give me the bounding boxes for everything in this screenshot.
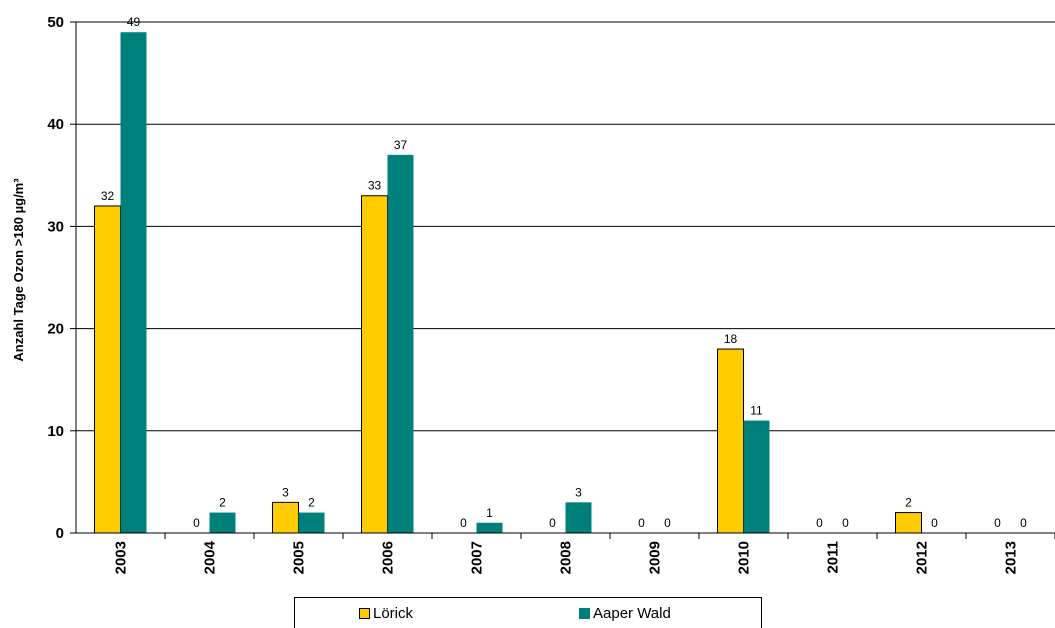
legend-label-loerick: Lörick [373,605,414,622]
x-tick-label: 2007 [469,541,486,574]
y-axis-label: Anzahl Tage Ozon >180 µg/m³ [11,178,26,362]
x-tick-label: 2012 [914,541,931,574]
bar-loerick-2005 [272,501,299,534]
data-label-loerick-2003: 32 [101,189,115,203]
data-label-loerick-2007: 0 [460,516,467,530]
x-tick-label: 2009 [647,541,664,574]
data-label-aaper-wald-2008: 3 [575,485,582,499]
y-tick-label: 30 [47,218,64,235]
bars [94,32,922,534]
y-tick-labels: 0 10 20 30 40 50 [47,14,64,542]
legend-item-loerick: Lörick [359,605,413,622]
x-tick-label: 2005 [291,541,308,574]
data-label-loerick-2013: 0 [994,516,1001,530]
x-tick-label: 2011 [825,541,842,574]
bar-aaper-wald-2006 [387,154,414,534]
y-tick-label: 10 [47,423,64,440]
x-tick-label: 2004 [202,540,219,574]
data-label-aaper-wald-2010: 11 [750,404,763,418]
data-label-aaper-wald-2006: 37 [394,138,408,152]
data-label-aaper-wald-2011: 0 [842,516,849,530]
x-tick-label: 2003 [113,541,130,574]
data-label-aaper-wald-2005: 2 [308,496,315,510]
data-label-loerick-2010: 18 [724,332,738,346]
x-tick-label: 2013 [1003,541,1020,574]
bar-aaper-wald-2007 [476,522,503,533]
legend-swatch-aaper-wald [579,608,590,619]
legend: Lörick Aaper Wald [294,597,762,628]
legend-swatch-loerick [359,608,370,619]
data-label-aaper-wald-2009: 0 [664,516,671,530]
y-tick-label: 50 [47,14,64,31]
bar-aaper-wald-2003 [120,32,147,533]
bar-aaper-wald-2008 [565,502,592,533]
data-label-loerick-2008: 0 [549,516,556,530]
bar-loerick-2006 [361,195,388,534]
y-tick-label: 0 [56,525,64,542]
data-label-aaper-wald-2012: 0 [931,516,938,530]
bar-aaper-wald-2010 [743,420,770,533]
data-label-loerick-2012: 2 [905,496,912,510]
x-tick-label: 2008 [558,541,575,574]
y-tick-label: 40 [47,116,64,133]
gridlines [76,21,1055,432]
x-tick-label: 2010 [736,541,753,574]
data-label-loerick-2004: 0 [193,516,200,530]
x-tick-label: 2006 [380,541,397,574]
data-label-loerick-2011: 0 [816,516,823,530]
bar-loerick-2003 [94,205,121,534]
y-tick-label: 20 [47,321,64,338]
data-label-loerick-2009: 0 [638,516,645,530]
bar-loerick-2012 [895,512,922,534]
bar-aaper-wald-2004 [209,512,236,533]
axes [70,21,1055,539]
data-label-loerick-2005: 3 [282,485,289,499]
x-tick-labels: 2003 2004 2005 2006 2007 2008 2009 2010 2011 2012… [113,540,1020,574]
legend-label-aaper-wald: Aaper Wald [593,605,671,622]
data-label-aaper-wald-2004: 2 [219,496,226,510]
legend-item-aaper-wald: Aaper Wald [579,605,671,622]
data-label-aaper-wald-2007: 1 [486,506,493,520]
bar-aaper-wald-2005 [298,512,325,533]
data-label-loerick-2006: 33 [368,179,382,193]
data-label-aaper-wald-2003: 49 [127,15,141,29]
data-label-aaper-wald-2013: 0 [1020,516,1027,530]
bar-loerick-2010 [717,348,744,534]
